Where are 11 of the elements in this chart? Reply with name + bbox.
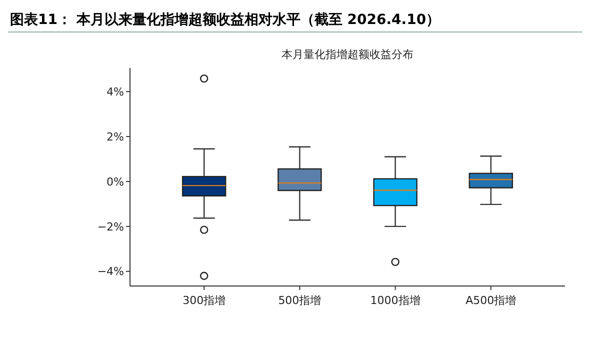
- chart-subtitle: 本月量化指增超额收益分布: [282, 48, 414, 61]
- x-tick-label: 1000指增: [370, 294, 420, 307]
- y-tick-label: −2%: [97, 220, 124, 234]
- chart-title: 图表11： 本月以来量化指增超额收益相对水平（截至 2026.4.10）: [10, 11, 440, 28]
- x-tick-label: 300指增: [182, 294, 226, 307]
- y-tick-label: −4%: [97, 265, 124, 278]
- x-tick-label: 500指增: [278, 294, 322, 307]
- y-tick-label: 2%: [106, 130, 124, 144]
- y-tick-label: 0%: [106, 175, 124, 188]
- x-tick-label: A500指增: [466, 294, 516, 307]
- y-tick-label: 4%: [106, 85, 124, 98]
